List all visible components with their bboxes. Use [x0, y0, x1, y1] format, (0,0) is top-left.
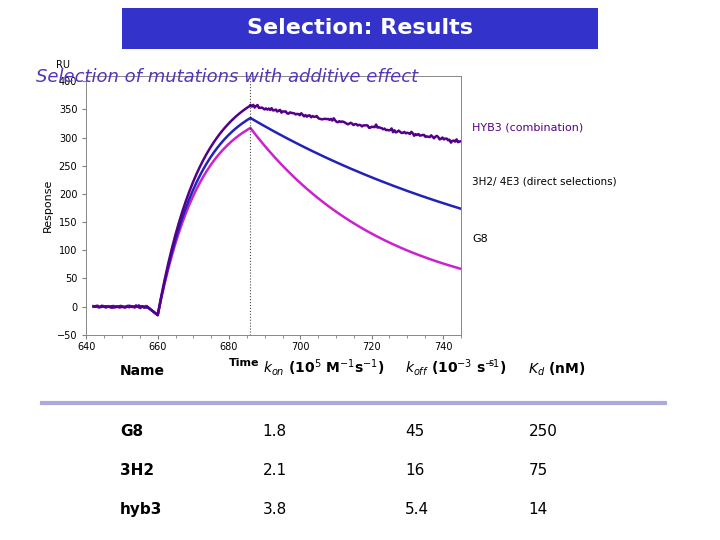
Y-axis label: Response: Response [42, 179, 53, 232]
Text: 2.1: 2.1 [263, 463, 287, 478]
Text: 16: 16 [405, 463, 425, 478]
Text: s: s [488, 358, 493, 368]
Text: Selection: Results: Selection: Results [247, 18, 473, 38]
Text: $k_{off}$ (10$^{-3}$ s$^{-1}$): $k_{off}$ (10$^{-3}$ s$^{-1}$) [405, 357, 507, 378]
Text: hyb3: hyb3 [120, 502, 163, 517]
Text: $k_{on}$ (10$^5$ M$^{-1}$s$^{-1}$): $k_{on}$ (10$^5$ M$^{-1}$s$^{-1}$) [263, 357, 384, 378]
Text: 3H2/ 4E3 (direct selections): 3H2/ 4E3 (direct selections) [472, 177, 616, 187]
Text: 250: 250 [528, 424, 557, 438]
Text: Time: Time [228, 358, 259, 368]
Text: 14: 14 [528, 502, 548, 517]
Text: 5.4: 5.4 [405, 502, 430, 517]
Text: G8: G8 [120, 424, 143, 438]
Text: HYB3 (combination): HYB3 (combination) [472, 123, 583, 132]
Text: 3.8: 3.8 [263, 502, 287, 517]
Text: RU: RU [56, 60, 71, 70]
Text: 1.8: 1.8 [263, 424, 287, 438]
Text: G8: G8 [472, 234, 487, 244]
Text: Name: Name [120, 364, 166, 378]
Text: $K_d$ (nM): $K_d$ (nM) [528, 360, 586, 378]
Text: 3H2: 3H2 [120, 463, 154, 478]
Text: 75: 75 [528, 463, 548, 478]
Text: 45: 45 [405, 424, 425, 438]
Text: Selection of mutations with additive effect: Selection of mutations with additive eff… [36, 68, 418, 85]
